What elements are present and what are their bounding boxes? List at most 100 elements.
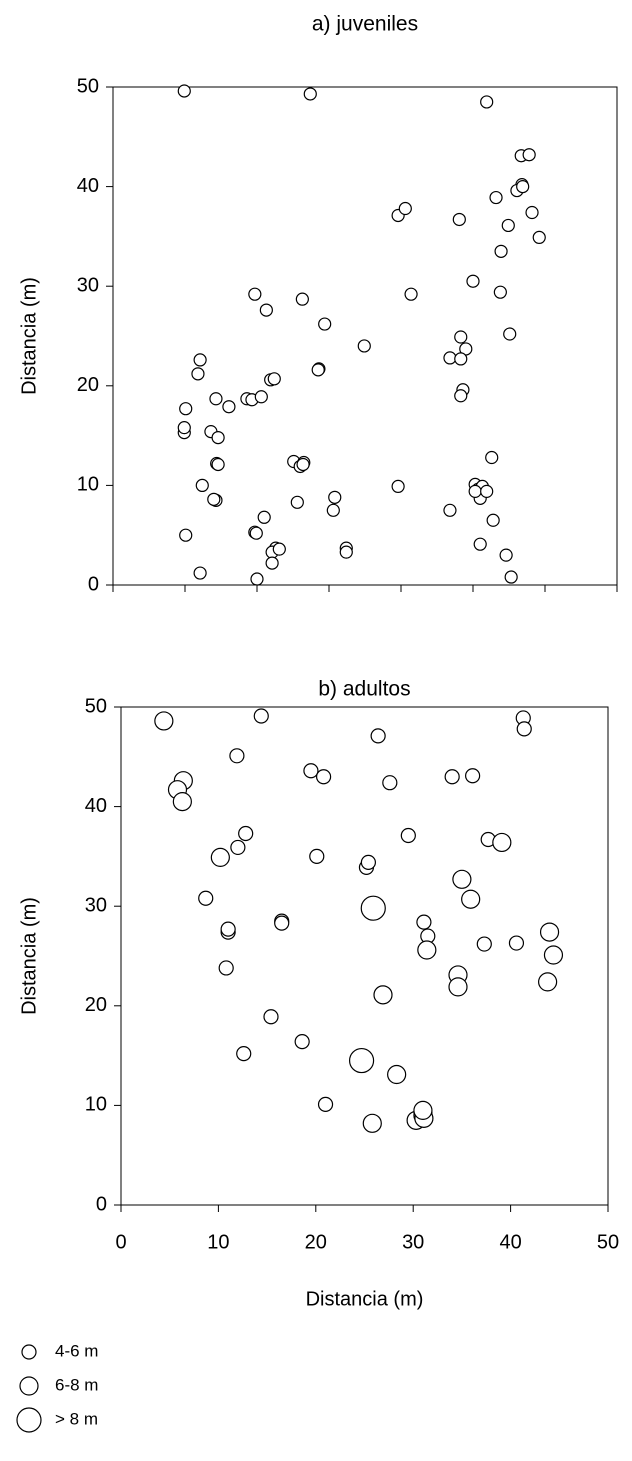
point xyxy=(404,287,418,301)
point xyxy=(452,212,466,227)
point xyxy=(466,274,480,288)
point xyxy=(230,839,246,856)
y-tick-label: 40 xyxy=(85,795,107,817)
legend-label: 6-8 m xyxy=(55,1375,98,1394)
point xyxy=(303,763,319,779)
y-tick-label: 30 xyxy=(85,894,107,916)
y-tick-label: 0 xyxy=(88,573,99,595)
x-axis-title: Distancia (m) xyxy=(306,1288,424,1310)
point xyxy=(443,351,457,365)
point xyxy=(493,285,507,299)
point xyxy=(516,721,532,737)
point xyxy=(198,890,214,906)
y-tick-label: 0 xyxy=(96,1193,107,1215)
point xyxy=(220,921,236,937)
plot-frame xyxy=(120,706,609,1206)
point xyxy=(250,572,264,586)
point xyxy=(360,895,386,921)
point xyxy=(480,484,494,498)
point xyxy=(295,292,309,306)
point xyxy=(494,244,508,258)
point xyxy=(360,854,376,870)
x-tick-label: 10 xyxy=(207,1231,229,1253)
point xyxy=(501,218,515,233)
point xyxy=(274,915,290,931)
chart-title: b) adultos xyxy=(318,678,410,701)
point xyxy=(249,526,263,540)
point xyxy=(357,339,371,353)
point xyxy=(508,935,525,951)
y-tick-label: 20 xyxy=(77,374,99,396)
point xyxy=(413,1100,433,1120)
point xyxy=(229,748,245,764)
legend-marker xyxy=(21,1344,37,1360)
chart-title: a) juveniles xyxy=(312,13,418,36)
point xyxy=(177,421,191,435)
point xyxy=(210,847,230,867)
point xyxy=(253,708,269,724)
y-axis-title: Distancia (m) xyxy=(18,897,40,1015)
point xyxy=(211,457,225,472)
point xyxy=(326,503,340,517)
point xyxy=(504,570,518,584)
point xyxy=(382,775,398,791)
point xyxy=(290,495,304,509)
point xyxy=(318,317,332,331)
y-tick-label: 40 xyxy=(77,175,99,197)
point xyxy=(254,390,268,404)
y-tick-label: 30 xyxy=(77,274,99,296)
point xyxy=(294,1034,310,1050)
point xyxy=(193,353,207,367)
point xyxy=(489,190,503,205)
point xyxy=(172,792,192,812)
point xyxy=(448,977,468,997)
point xyxy=(485,450,499,465)
point xyxy=(480,95,494,109)
point xyxy=(539,922,560,942)
y-tick-label: 50 xyxy=(85,695,107,717)
point xyxy=(328,490,342,504)
point xyxy=(538,972,558,992)
y-tick-label: 10 xyxy=(77,474,99,496)
point xyxy=(195,478,209,492)
point xyxy=(465,768,481,784)
point xyxy=(416,914,432,930)
point xyxy=(191,367,205,381)
point xyxy=(454,352,468,366)
point xyxy=(391,479,405,493)
point xyxy=(315,769,332,785)
point xyxy=(443,503,457,517)
point xyxy=(362,1113,382,1133)
point xyxy=(211,430,225,445)
legend-marker xyxy=(16,1407,42,1433)
point xyxy=(339,545,353,559)
point xyxy=(499,548,513,562)
y-tick-label: 50 xyxy=(77,75,99,97)
point xyxy=(454,330,468,344)
point xyxy=(222,400,236,414)
point xyxy=(238,825,254,842)
point xyxy=(303,87,317,101)
point xyxy=(400,827,416,844)
legend-label: 4-6 m xyxy=(55,1341,98,1360)
point xyxy=(257,510,271,524)
point xyxy=(492,832,512,853)
y-tick-label: 20 xyxy=(85,994,107,1016)
point xyxy=(236,1046,252,1062)
point xyxy=(461,889,481,909)
point xyxy=(398,201,412,216)
point xyxy=(296,457,310,472)
point xyxy=(532,230,546,244)
point xyxy=(263,1009,279,1025)
point xyxy=(311,363,325,377)
x-tick-label: 40 xyxy=(499,1231,521,1253)
y-tick-label: 10 xyxy=(85,1094,107,1116)
x-tick-label: 20 xyxy=(305,1231,327,1253)
point xyxy=(179,528,193,542)
point xyxy=(525,205,539,220)
point xyxy=(522,148,536,162)
point xyxy=(516,180,530,194)
x-tick-label: 30 xyxy=(402,1231,424,1253)
x-tick-label: 0 xyxy=(115,1231,126,1253)
